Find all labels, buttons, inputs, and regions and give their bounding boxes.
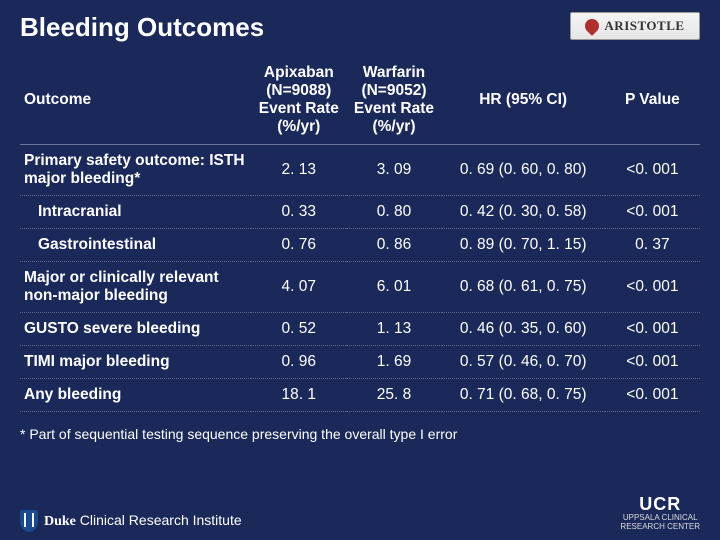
cell-warfarin: 3. 09 xyxy=(346,145,441,196)
cell-apixaban: 0. 96 xyxy=(251,346,346,379)
cell-outcome: GUSTO severe bleeding xyxy=(20,313,251,346)
table-row: TIMI major bleeding0. 961. 690. 57 (0. 4… xyxy=(20,346,700,379)
ucr-line2: RESEARCH CENTER xyxy=(620,522,700,531)
footnote: * Part of sequential testing sequence pr… xyxy=(20,426,700,442)
col-apixaban: Apixaban (N=9088) Event Rate (%/yr) xyxy=(251,57,346,145)
cell-outcome: Any bleeding xyxy=(20,379,251,412)
table-row: Major or clinically relevant non-major b… xyxy=(20,262,700,313)
cell-warfarin: 25. 8 xyxy=(346,379,441,412)
cell-warfarin: 6. 01 xyxy=(346,262,441,313)
col-pvalue: P Value xyxy=(605,57,700,145)
cell-apixaban: 0. 33 xyxy=(251,196,346,229)
cell-pvalue: 0. 37 xyxy=(605,229,700,262)
table-row: GUSTO severe bleeding0. 521. 130. 46 (0.… xyxy=(20,313,700,346)
outcomes-table: Outcome Apixaban (N=9088) Event Rate (%/… xyxy=(20,57,700,412)
cell-pvalue: <0. 001 xyxy=(605,379,700,412)
ucr-logo: UCR UPPSALA CLINICAL RESEARCH CENTER xyxy=(620,495,700,532)
table-header-row: Outcome Apixaban (N=9088) Event Rate (%/… xyxy=(20,57,700,145)
aristotle-logo: ARISTOTLE xyxy=(570,12,700,40)
duke-text: Duke Clinical Research Institute xyxy=(44,512,242,530)
duke-logo: Duke Clinical Research Institute xyxy=(20,510,242,532)
cell-hr: 0. 68 (0. 61, 0. 75) xyxy=(442,262,605,313)
cell-outcome: Major or clinically relevant non-major b… xyxy=(20,262,251,313)
cell-warfarin: 0. 80 xyxy=(346,196,441,229)
cell-apixaban: 4. 07 xyxy=(251,262,346,313)
cell-apixaban: 2. 13 xyxy=(251,145,346,196)
cell-apixaban: 18. 1 xyxy=(251,379,346,412)
col-warfarin: Warfarin (N=9052) Event Rate (%/yr) xyxy=(346,57,441,145)
table-row: Primary safety outcome: ISTH major bleed… xyxy=(20,145,700,196)
duke-rest: Clinical Research Institute xyxy=(76,512,242,528)
cell-pvalue: <0. 001 xyxy=(605,313,700,346)
cell-hr: 0. 57 (0. 46, 0. 70) xyxy=(442,346,605,379)
col-hr: HR (95% CI) xyxy=(442,57,605,145)
ucr-line1: UPPSALA CLINICAL xyxy=(623,513,698,522)
cell-outcome: TIMI major bleeding xyxy=(20,346,251,379)
col-outcome: Outcome xyxy=(20,57,251,145)
cell-pvalue: <0. 001 xyxy=(605,262,700,313)
table-row: Intracranial0. 330. 800. 42 (0. 30, 0. 5… xyxy=(20,196,700,229)
cell-outcome: Primary safety outcome: ISTH major bleed… xyxy=(20,145,251,196)
table-row: Any bleeding18. 125. 80. 71 (0. 68, 0. 7… xyxy=(20,379,700,412)
cell-warfarin: 0. 86 xyxy=(346,229,441,262)
cell-warfarin: 1. 13 xyxy=(346,313,441,346)
shield-icon xyxy=(20,510,38,532)
cell-pvalue: <0. 001 xyxy=(605,196,700,229)
duke-bold: Duke xyxy=(44,514,76,529)
ucr-big: UCR xyxy=(620,495,700,515)
cell-warfarin: 1. 69 xyxy=(346,346,441,379)
cell-hr: 0. 42 (0. 30, 0. 58) xyxy=(442,196,605,229)
cell-apixaban: 0. 52 xyxy=(251,313,346,346)
cell-hr: 0. 69 (0. 60, 0. 80) xyxy=(442,145,605,196)
table-row: Gastrointestinal0. 760. 860. 89 (0. 70, … xyxy=(20,229,700,262)
cell-outcome: Gastrointestinal xyxy=(20,229,251,262)
cell-hr: 0. 89 (0. 70, 1. 15) xyxy=(442,229,605,262)
cell-pvalue: <0. 001 xyxy=(605,145,700,196)
cell-apixaban: 0. 76 xyxy=(251,229,346,262)
cell-pvalue: <0. 001 xyxy=(605,346,700,379)
cell-hr: 0. 71 (0. 68, 0. 75) xyxy=(442,379,605,412)
cell-hr: 0. 46 (0. 35, 0. 60) xyxy=(442,313,605,346)
cell-outcome: Intracranial xyxy=(20,196,251,229)
